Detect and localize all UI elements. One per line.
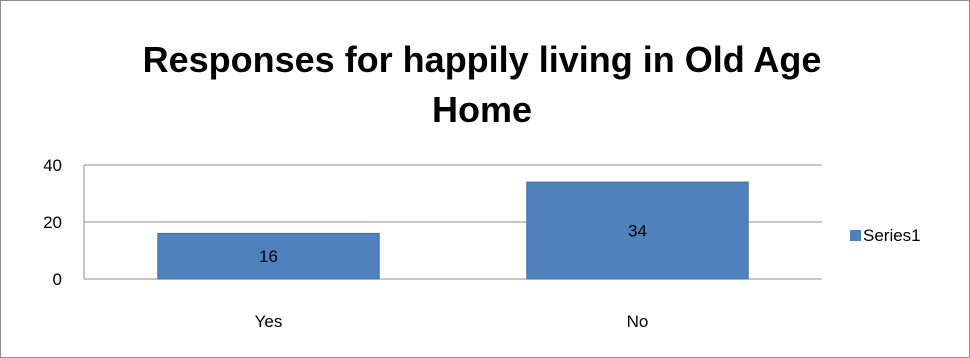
legend: Series1 [850,226,921,245]
bar [526,181,749,280]
bar [157,232,380,280]
legend-swatch [850,230,861,241]
legend-label: Series1 [863,226,921,245]
chart-title-line-1: Responses for happily living in Old Age [143,39,822,80]
x-tick-label: No [627,312,649,331]
data-label: 16 [259,247,278,266]
y-tick-label: 40 [43,156,62,175]
plot-area: 0 20 40 16 Yes 34 No [43,156,822,331]
chart-title-line-2: Home [432,89,532,130]
data-label: 34 [628,222,647,241]
x-tick-label: Yes [255,312,283,331]
y-tick-label: 0 [53,270,62,289]
y-tick-label: 20 [43,213,62,232]
